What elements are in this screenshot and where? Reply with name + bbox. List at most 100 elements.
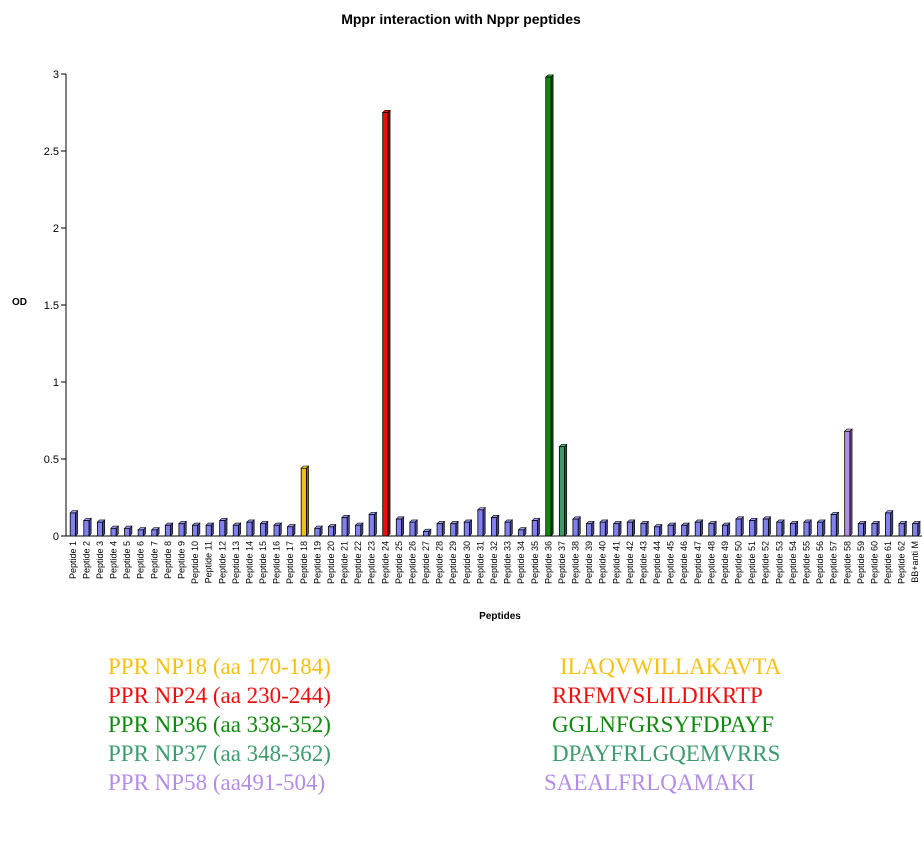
bar-peptide-31 [477,506,486,537]
legend-row: PPR NP36 (aa 338-352) GGLNFGRSYFDPAYF [108,710,888,739]
legend-sequence: GGLNFGRSYFDPAYF [552,712,775,737]
legend-row: PPR NP24 (aa 230-244) RRFMVSLILDIKRTP [108,681,888,710]
bar-peptide-14 [246,519,255,537]
legend-sequence: DPAYFRLGQEMVRRS [552,741,781,766]
y-tick-label: 1.5 [44,300,59,312]
y-tick-label: 2 [53,223,59,235]
bar-front [803,521,810,537]
bar-peptide-44 [653,523,663,537]
bar-peptide-50 [735,516,745,537]
bar-front [721,524,728,537]
x-tick-label: Peptide 47 [693,541,703,584]
bar-front [912,523,919,537]
bar-front [789,523,796,537]
x-tick-label: Peptide 3 [95,541,105,579]
legend-label: PPR NP37 (aa 348-362) [108,741,331,766]
bar-front [124,527,131,537]
x-tick-label: Peptide 28 [435,541,445,584]
bar-peptide-15 [259,520,269,537]
bar-front [450,523,457,537]
x-tick-label: Peptide 57 [829,541,839,584]
x-tick-label: Peptide 59 [856,541,866,584]
x-tick-label: Peptide 24 [380,541,390,584]
bar-front [287,526,294,537]
x-tick-label: Peptide 31 [475,541,485,584]
x-tick-label: Peptide 30 [462,541,472,584]
x-tick-label: Peptide 13 [231,541,241,584]
x-tick-label: Peptide 11 [204,541,214,583]
bar-peptide-30 [463,519,473,537]
bar-peptide-48 [708,520,717,537]
bar-front [314,527,321,537]
legend-label: PPR NP36 (aa 338-352) [108,712,331,737]
bar-front [137,529,144,537]
bar-front [83,520,90,537]
bar-peptide-38 [572,516,582,537]
y-tick-label: 0 [53,531,59,543]
bar-peptide-42 [626,519,636,537]
x-tick-label: Peptide 5 [122,541,132,579]
bar-peptide-18 [300,465,310,537]
bar-front [341,517,348,537]
bar-front [518,529,525,537]
bar-front [762,518,769,537]
bar-front [192,524,199,537]
x-tick-label: Peptide 6 [136,541,146,579]
bar-peptide-51 [748,517,758,537]
y-tick-label: 0.5 [44,454,59,466]
x-tick-label: Peptide 34 [516,541,526,584]
bar-front [613,523,620,537]
bar-front [898,523,905,537]
x-tick-label: Peptide 22 [353,541,363,584]
bar-front [885,512,892,537]
x-tick-label: Peptide 50 [734,541,744,584]
bar-front [735,518,742,537]
chart-title: Mppr interaction with Nppr peptides [341,11,581,27]
x-tick-label: Peptide 8 [163,541,173,579]
bar-front [558,446,565,537]
x-tick-label: Peptide 46 [679,541,689,584]
bar-peptide-16 [273,522,283,537]
bar-peptide-2 [83,517,92,537]
bar-front [273,524,280,537]
bar-peptide-17 [286,523,296,537]
legend-row: PPR NP58 (aa491-504) SAEALFRLQAMAKI [108,768,888,797]
bar-peptide-5 [123,525,133,537]
bar-front [640,523,647,537]
bar-front [626,521,633,537]
bar-peptide-52 [762,516,772,537]
bar-front [368,514,375,537]
bar-front [205,524,212,537]
x-tick-label: Peptide 21 [340,541,350,584]
bar-peptide-57 [830,511,840,537]
x-tick-label: Peptide 4 [109,541,119,579]
bar-front [355,524,362,537]
x-tick-label: Peptide 26 [407,541,417,584]
bar-chart: Mppr interaction with Nppr peptides OD P… [12,11,922,622]
bar-front [246,521,253,537]
bar-front [667,524,674,537]
x-tick-label: Peptide 27 [421,541,431,584]
bar-peptide-59 [857,520,867,537]
bar-peptide-12 [218,517,228,537]
x-tick-label: Peptide 45 [666,541,676,584]
bar-front [817,521,824,537]
y-axis: 0 0.5 1 1.5 2 2.5 3 [44,69,922,543]
bar-peptide-34 [517,526,527,537]
bar-peptide-58 [843,428,853,537]
bar-front [871,523,878,537]
legend-row: PPR NP37 (aa 348-362) DPAYFRLGQEMVRRS [108,739,888,768]
bar-front [463,521,470,537]
x-tick-label: Peptide 15 [258,541,268,584]
bar-peptide-43 [640,520,649,537]
bar-front [504,521,511,537]
x-tick-label: Peptide 25 [394,541,404,584]
bar-peptide-33 [504,519,514,537]
bar-peptide-32 [490,514,500,537]
bar-peptide-19 [314,525,323,537]
x-tick-label: Peptide 10 [190,541,200,584]
x-tick-label: Peptide 37 [557,541,567,584]
bar-front [694,521,701,537]
bar-front [749,520,756,537]
bar-peptide-45 [667,522,677,537]
